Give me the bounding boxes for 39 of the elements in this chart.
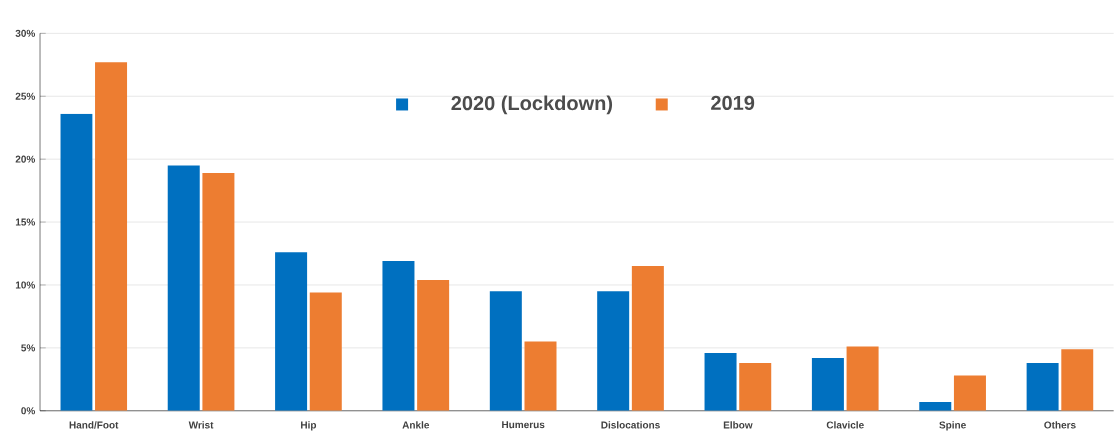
bar	[167, 165, 200, 411]
bar	[275, 252, 308, 411]
x-tick-label: Ankle	[402, 421, 430, 429]
bar	[95, 62, 128, 411]
bar	[953, 375, 986, 411]
x-tick-label: Hip	[301, 421, 317, 431]
bar	[489, 291, 522, 411]
legend-label: 2020 (Lockdown)	[451, 95, 613, 115]
bar	[704, 352, 737, 411]
bar	[60, 113, 93, 411]
y-tick-label: 15%	[15, 218, 36, 226]
y-tick-label: 5%	[21, 344, 36, 352]
bar	[1061, 349, 1094, 411]
x-tick-label: Dislocations	[601, 421, 660, 429]
x-tick-label: Others	[1044, 421, 1076, 429]
x-tick-label: Clavicle	[826, 421, 864, 429]
x-tick-label: Humerus	[502, 421, 545, 429]
bar	[811, 357, 844, 411]
bar	[309, 292, 342, 411]
y-tick-label: 10%	[15, 281, 36, 289]
x-tick-label: Spine	[939, 421, 966, 431]
bar	[1026, 362, 1059, 411]
legend-label: 2019	[711, 95, 755, 110]
bar	[739, 362, 772, 411]
bar	[382, 261, 415, 411]
bar	[631, 266, 664, 411]
x-tick-label: Elbow	[723, 421, 753, 429]
y-tick-label: 20%	[15, 155, 36, 163]
y-tick-label: 25%	[15, 92, 36, 100]
y-tick-label: 30%	[15, 29, 36, 37]
y-tick-label: 0%	[21, 407, 36, 415]
bar	[202, 172, 235, 411]
bar	[919, 401, 952, 411]
bar	[846, 346, 879, 411]
x-tick-label: Hand/Foot	[69, 421, 119, 429]
bar	[524, 341, 557, 411]
bar	[597, 291, 630, 411]
bar	[417, 279, 450, 411]
x-tick-label: Wrist	[188, 421, 214, 429]
